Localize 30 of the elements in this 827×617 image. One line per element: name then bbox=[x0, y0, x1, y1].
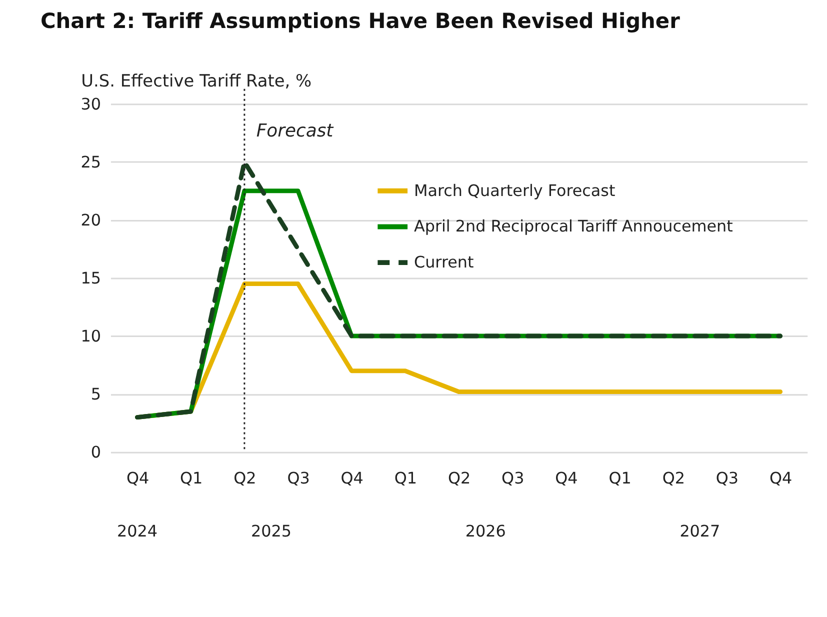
x-tick-label: Q1 bbox=[180, 468, 203, 488]
x-tick-label: Q2 bbox=[234, 468, 256, 488]
y-axis-title: U.S. Effective Tariff Rate, % bbox=[81, 70, 312, 90]
x-tick-label: Q4 bbox=[555, 468, 578, 488]
legend-label: March Quarterly Forecast bbox=[414, 180, 616, 200]
x-tick-label: Q3 bbox=[502, 468, 524, 488]
chart-title: Chart 2: Tariff Assumptions Have Been Revised Higher bbox=[40, 9, 681, 34]
x-tick-label: Q2 bbox=[662, 468, 685, 488]
x-tick-label: Q4 bbox=[769, 468, 792, 488]
x-tick-label: Q3 bbox=[716, 468, 739, 488]
text: 2024 bbox=[117, 522, 158, 541]
ref-line-label: Forecast bbox=[256, 120, 334, 142]
x-tick-label: Q3 bbox=[287, 468, 310, 488]
legend-label: Current bbox=[414, 252, 474, 272]
x-tick-label: Q2 bbox=[448, 468, 471, 488]
legend-label: April 2nd Reciprocal Tariff Annoucement bbox=[414, 216, 733, 236]
text: 2027 bbox=[680, 522, 720, 541]
y-tick-label: 20 bbox=[80, 210, 102, 230]
x-tick-label: Q4 bbox=[340, 468, 364, 488]
y-tick-label: 15 bbox=[80, 268, 102, 288]
y-tick-label: 10 bbox=[80, 326, 102, 346]
y-tick-label: 30 bbox=[80, 94, 102, 114]
text: 2025 bbox=[250, 522, 292, 541]
y-tick-label: 25 bbox=[80, 152, 102, 172]
x-tick-label: Q1 bbox=[608, 468, 632, 488]
x-tick-label: Q1 bbox=[394, 468, 418, 488]
x-tick-label: Q4 bbox=[126, 468, 150, 488]
text: 2026 bbox=[465, 522, 506, 541]
y-tick-label: 0 bbox=[90, 442, 102, 462]
y-tick-label: 5 bbox=[90, 384, 102, 404]
